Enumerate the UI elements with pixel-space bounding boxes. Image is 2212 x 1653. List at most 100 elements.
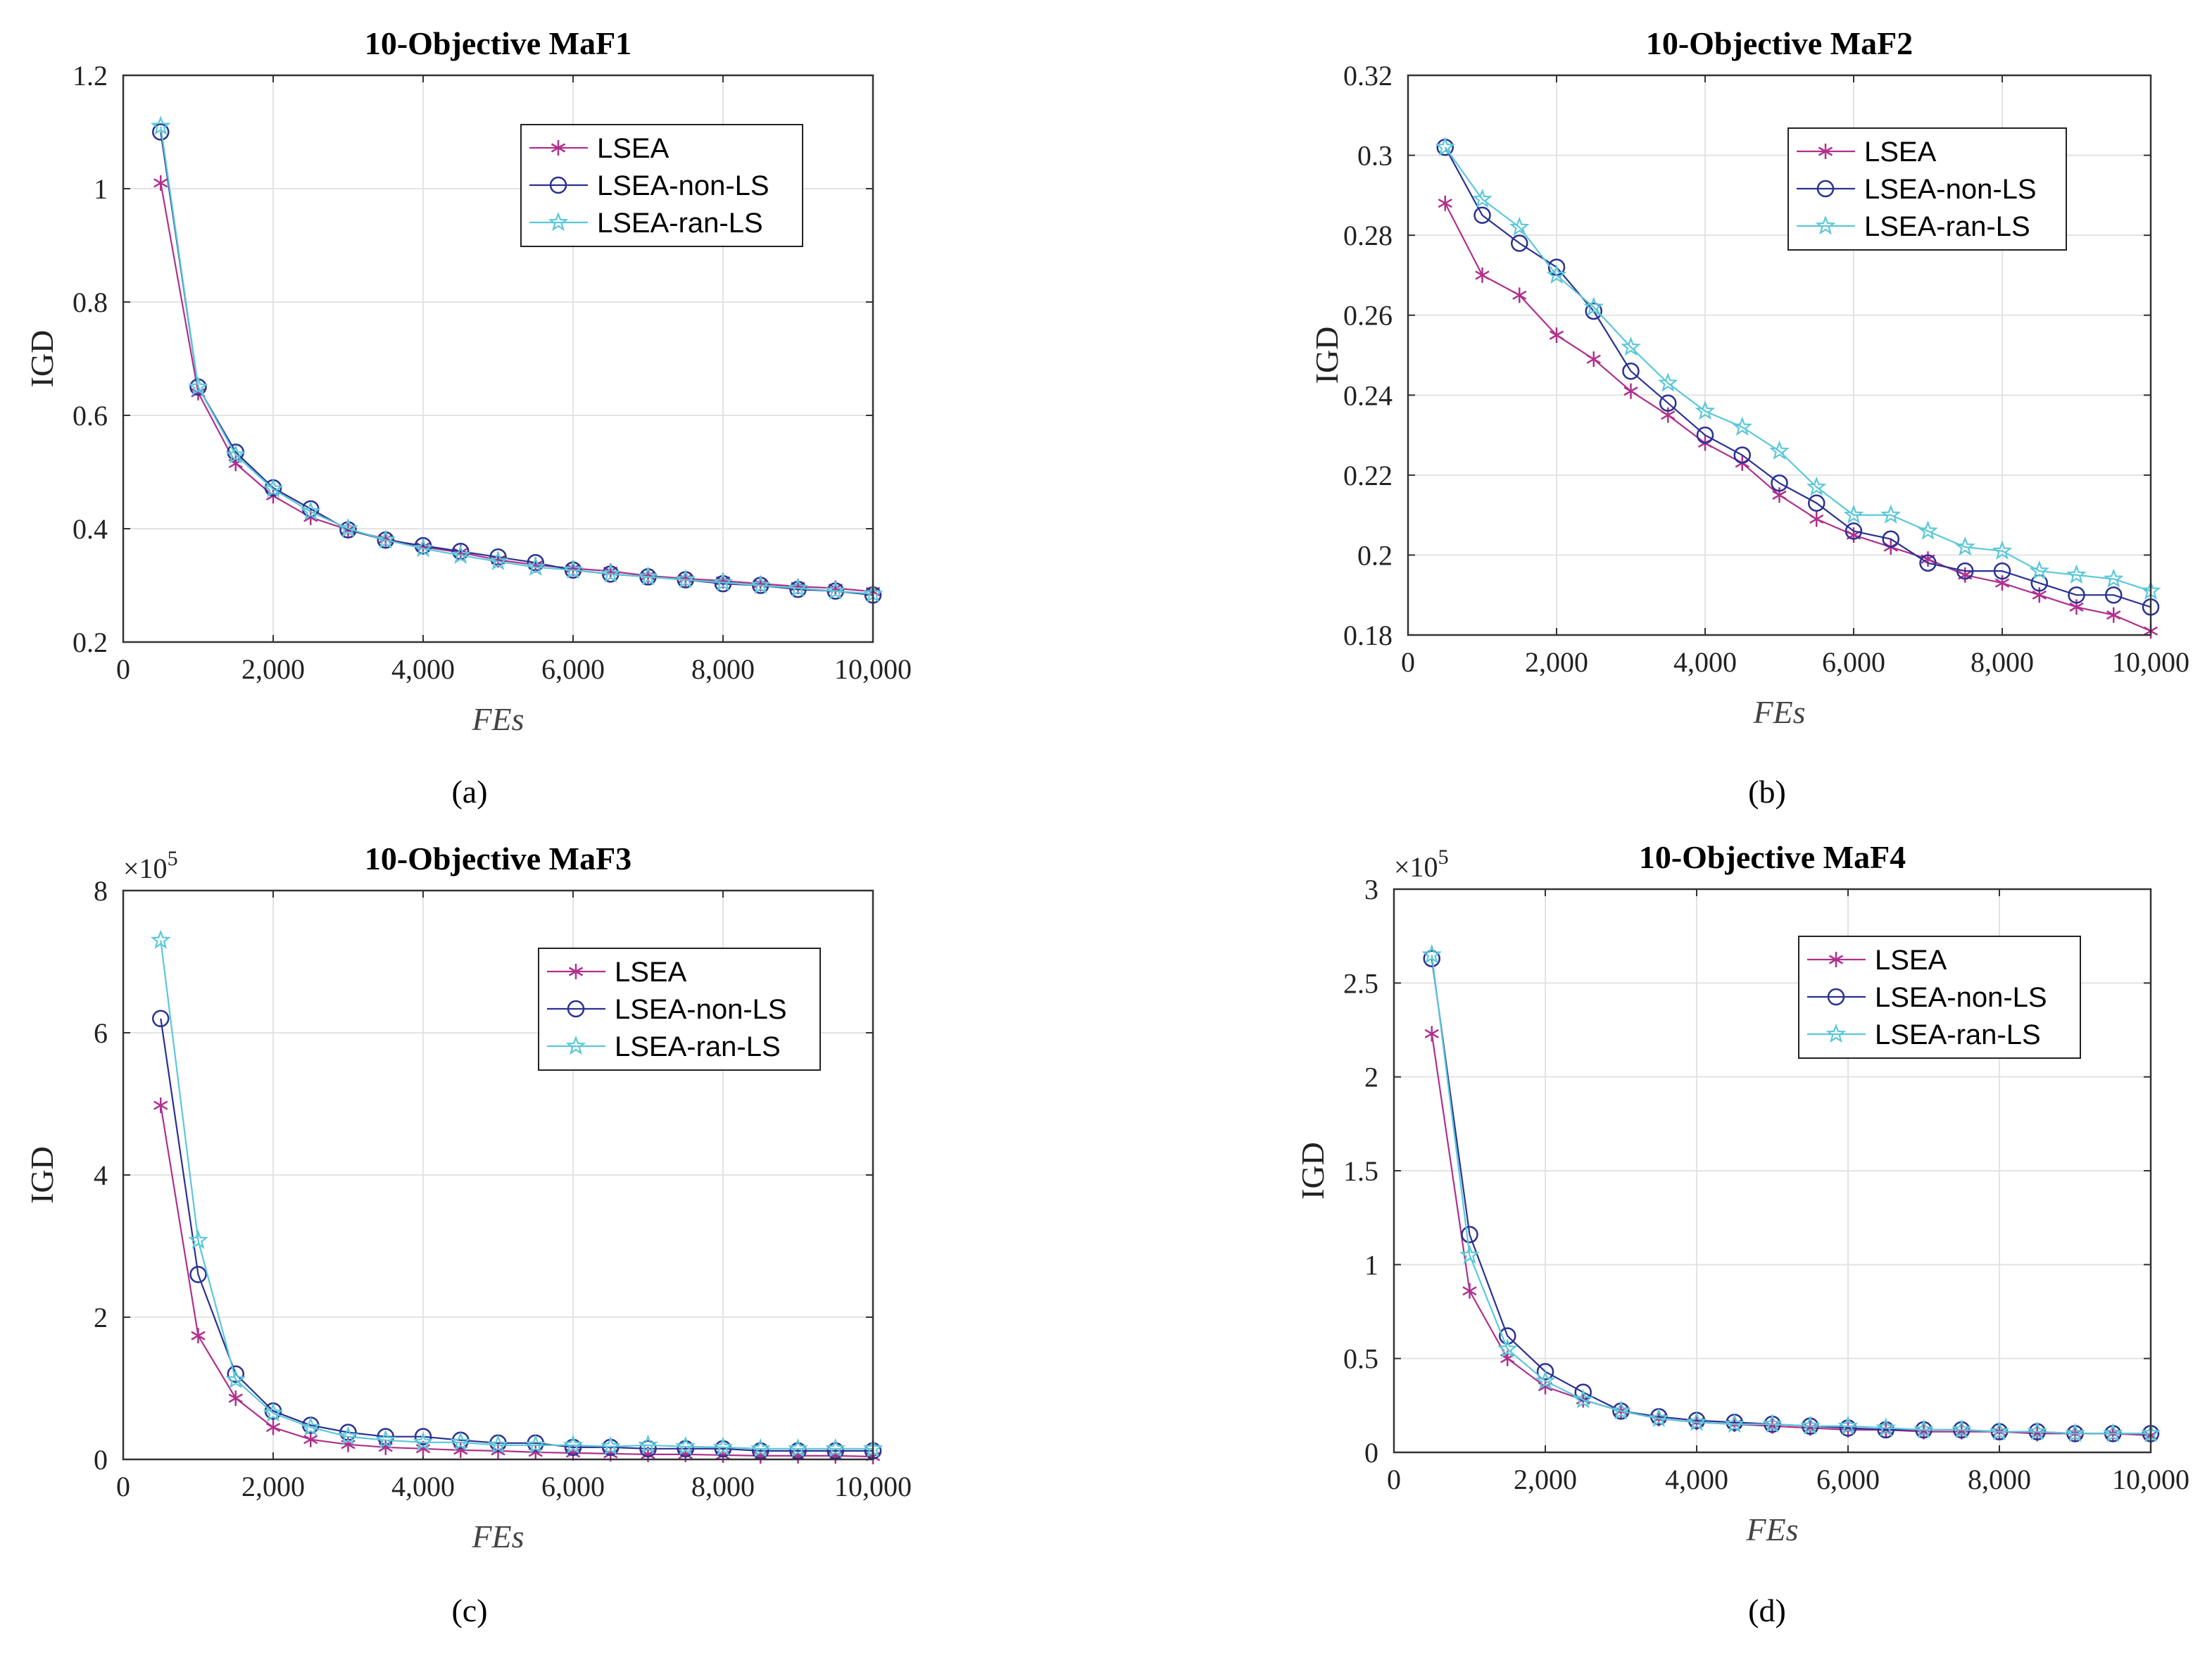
data-point xyxy=(1657,372,1678,392)
data-point xyxy=(1809,511,1824,527)
data-point xyxy=(638,1434,658,1454)
legend-label: LSEA xyxy=(615,957,687,988)
data-point xyxy=(564,1438,582,1457)
x-tick-label: 10,000 xyxy=(2112,646,2189,678)
data-point xyxy=(2029,560,2050,580)
data-point xyxy=(1808,494,1825,512)
legend-entry-lsea-ran-ls: LSEA-ran-LS xyxy=(1797,211,2030,242)
data-point xyxy=(1623,383,1638,399)
data-point xyxy=(1989,1421,2010,1440)
data-point xyxy=(1913,1419,1934,1439)
data-point xyxy=(188,376,208,396)
y-tick-label: 0.26 xyxy=(1343,300,1393,332)
x-tick-label: 8,000 xyxy=(1968,1464,2031,1495)
series-lsea-ran-ls xyxy=(150,115,884,603)
y-exponent-label: ×105 xyxy=(1394,846,1449,883)
x-tick-label: 4,000 xyxy=(1665,1464,1728,1495)
data-point xyxy=(150,929,171,949)
data-point xyxy=(1475,267,1490,283)
y-tick-label: 1 xyxy=(1364,1249,1378,1281)
y-tick-label: 1.5 xyxy=(1343,1155,1378,1187)
data-point xyxy=(1696,426,1714,444)
legend-entry-lsea: LSEA xyxy=(547,957,687,988)
axes-frame xyxy=(1393,888,2152,1454)
y-tick-label: 0.18 xyxy=(1343,620,1393,651)
data-point xyxy=(563,1434,584,1454)
series-lsea xyxy=(1438,195,2158,639)
data-point xyxy=(825,1438,846,1458)
data-point xyxy=(1799,1415,1821,1435)
data-point xyxy=(413,1431,434,1452)
legend-label: LSEA xyxy=(1875,945,1947,976)
data-point xyxy=(338,517,358,538)
figure-caption: (d) xyxy=(1748,1592,1786,1628)
data-point xyxy=(1461,1226,1478,1243)
data-point xyxy=(1509,216,1530,237)
data-point xyxy=(1438,195,1452,211)
legend-label: LSEA-ran-LS xyxy=(1875,1019,2041,1050)
data-point xyxy=(1423,950,1440,967)
data-point xyxy=(1546,264,1567,284)
legend-label: LSEA-ran-LS xyxy=(1864,211,2030,242)
data-point xyxy=(263,1402,284,1422)
data-point xyxy=(1659,394,1677,412)
data-point xyxy=(638,566,658,586)
data-point xyxy=(2103,568,2124,588)
data-point xyxy=(1473,206,1491,224)
data-point xyxy=(152,123,170,141)
legend-entry-lsea-ran-ls: LSEA-ran-LS xyxy=(529,208,763,239)
data-point xyxy=(1837,1415,1859,1435)
y-axis-label: IGD xyxy=(24,1146,60,1204)
legend-entry-lsea: LSEA xyxy=(529,133,670,164)
data-point xyxy=(1954,536,1975,556)
x-tick-label: 6,000 xyxy=(541,653,605,685)
x-axis-label: FEs xyxy=(1752,694,1805,730)
legend-marker xyxy=(1827,988,1845,1006)
legend: LSEA LSEA-non-LS LSEA-ran-LS xyxy=(520,124,803,247)
x-tick-label: 4,000 xyxy=(391,653,455,685)
y-tick-label: 0.6 xyxy=(73,400,108,432)
y-tick-label: 0.2 xyxy=(73,627,108,658)
data-point xyxy=(1462,1283,1477,1299)
legend-label: LSEA-ran-LS xyxy=(597,208,763,239)
data-point xyxy=(188,1229,208,1250)
chart-a: 0 2,000 4,000 6,000 8,000 10,000 0.2 0.4 0.6 0.8 1… xyxy=(24,25,912,810)
y-tick-label: 0.2 xyxy=(1357,539,1393,571)
data-point xyxy=(1549,327,1564,344)
legend-label: LSEA-ran-LS xyxy=(615,1031,781,1062)
data-point xyxy=(788,577,808,597)
data-point xyxy=(1573,1389,1594,1409)
series-lsea-ran-ls xyxy=(150,929,884,1458)
series-line xyxy=(1431,1033,2151,1437)
data-point xyxy=(1497,1338,1518,1358)
legend-marker xyxy=(1815,215,1836,235)
data-point xyxy=(563,559,584,579)
data-point xyxy=(2032,587,2047,603)
data-point xyxy=(191,1328,206,1344)
x-tick-label: 0 xyxy=(1401,646,1415,678)
data-point xyxy=(375,529,396,549)
data-point xyxy=(750,574,771,594)
data-point xyxy=(2069,599,2084,615)
series-lsea-ran-ls xyxy=(1435,137,2161,600)
chart-title: 10-Objective MaF1 xyxy=(365,25,631,61)
y-tick-label: 0.24 xyxy=(1343,379,1393,411)
data-point xyxy=(153,1098,168,1114)
legend-entry-lsea: LSEA xyxy=(1797,137,1937,168)
exponent-power: 5 xyxy=(168,847,178,870)
data-point xyxy=(263,478,284,498)
data-point xyxy=(1586,351,1601,367)
legend-entry-lsea-ran-ls: LSEA-ran-LS xyxy=(1807,1019,2041,1050)
y-tick-label: 6 xyxy=(94,1017,108,1049)
data-point xyxy=(1772,487,1787,503)
y-axis-label: IGD xyxy=(1295,1142,1331,1200)
data-point xyxy=(1877,1421,1894,1439)
data-point xyxy=(1880,504,1902,524)
data-point xyxy=(1535,1370,1556,1390)
data-point xyxy=(414,1428,432,1445)
data-point xyxy=(1993,562,2011,580)
data-point xyxy=(675,1435,696,1456)
series-line xyxy=(1431,955,2151,1435)
data-point xyxy=(1536,1363,1554,1381)
data-point xyxy=(788,1438,808,1458)
